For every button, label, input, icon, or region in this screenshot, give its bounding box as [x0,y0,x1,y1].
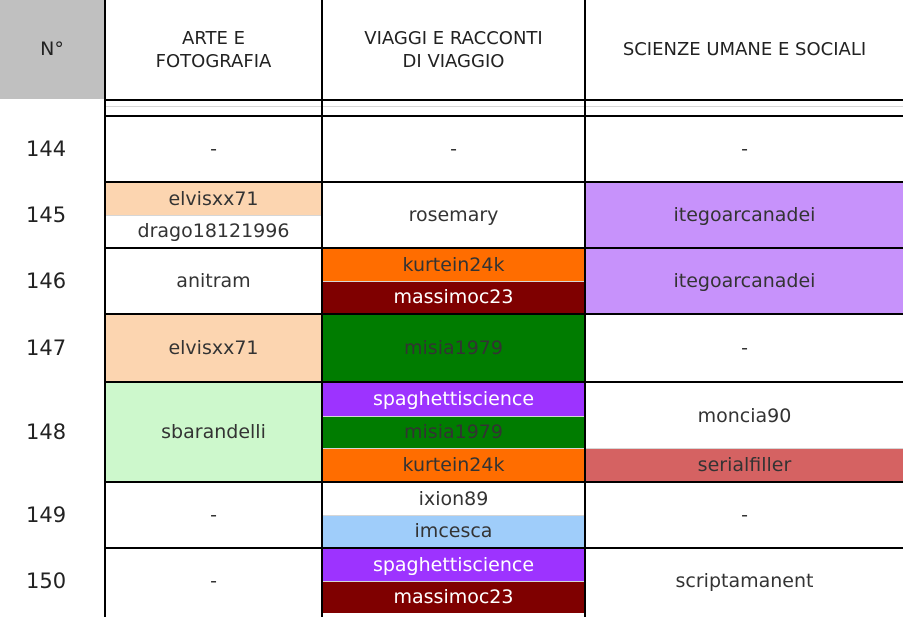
column-border [104,0,106,617]
cell-viaggi: kurtein24k [323,448,584,481]
cell-viaggi: spaghettiscience [323,383,584,416]
row-border [104,481,903,483]
row-border [104,115,903,117]
header-number: N° [0,0,104,99]
row-border [104,313,903,315]
cell-viaggi: rosemary [408,204,499,226]
cell-scienze: moncia90 [697,404,792,427]
header-arte-fotografia: ARTE E FOTOGRAFIA [155,27,272,72]
cell-scienze: itegoarcanadei [586,183,903,247]
cell-viaggi: massimoc23 [323,281,584,313]
cell-divider [323,515,584,516]
cell-arte: drago18121996 [137,220,290,242]
cell-divider [323,581,584,582]
cell-arte: - [210,138,217,160]
row-border [104,381,903,383]
row-number: 150 [26,569,67,593]
column-border [321,0,323,617]
cell-viaggi: misia1979 [323,315,584,381]
header-spacer [104,101,903,115]
cell-viaggi: imcesca [323,515,584,547]
spacer-line [104,106,903,107]
cell-arte: - [210,570,217,592]
row-border [104,181,903,183]
row-number: 145 [26,203,67,227]
row-border [104,99,903,101]
column-border [584,0,586,617]
cell-viaggi: massimoc23 [323,581,584,613]
cell-scienze: - [741,337,748,359]
cell-arte: elvisxx71 [106,315,321,381]
header-scienze-umane-sociali: SCIENZE UMANE E SOCIALI [622,39,867,60]
cell-scienze: scriptamanent [675,570,814,592]
cell-viaggi: kurtein24k [323,249,584,281]
cell-viaggi: ixion89 [418,488,489,510]
row-border [104,547,903,549]
row-number: 144 [26,137,67,161]
cell-viaggi: - [450,138,457,160]
cell-divider [323,281,584,282]
cell-viaggi: misia1979 [323,415,584,449]
cell-arte: anitram [176,270,251,292]
cell-scienze: - [741,504,748,526]
cell-arte: - [210,504,217,526]
row-number: 148 [26,420,67,444]
cell-arte: sbarandelli [106,383,321,481]
row-number: 149 [26,503,67,527]
row-number: 146 [26,269,67,293]
cell-viaggi: spaghettiscience [323,549,584,581]
cell-scienze: - [741,138,748,160]
header-viaggi-racconti: VIAGGI E RACCONTI DI VIAGGIO [364,27,543,72]
cell-divider [323,448,584,450]
cell-arte: elvisxx71 [106,183,321,215]
row-number: 147 [26,336,67,360]
cell-divider [586,448,903,450]
cell-scienze: itegoarcanadei [586,249,903,313]
cell-divider [323,415,584,417]
cell-scienze: serialfiller [586,448,903,481]
row-border [104,247,903,249]
cell-divider [106,215,321,216]
